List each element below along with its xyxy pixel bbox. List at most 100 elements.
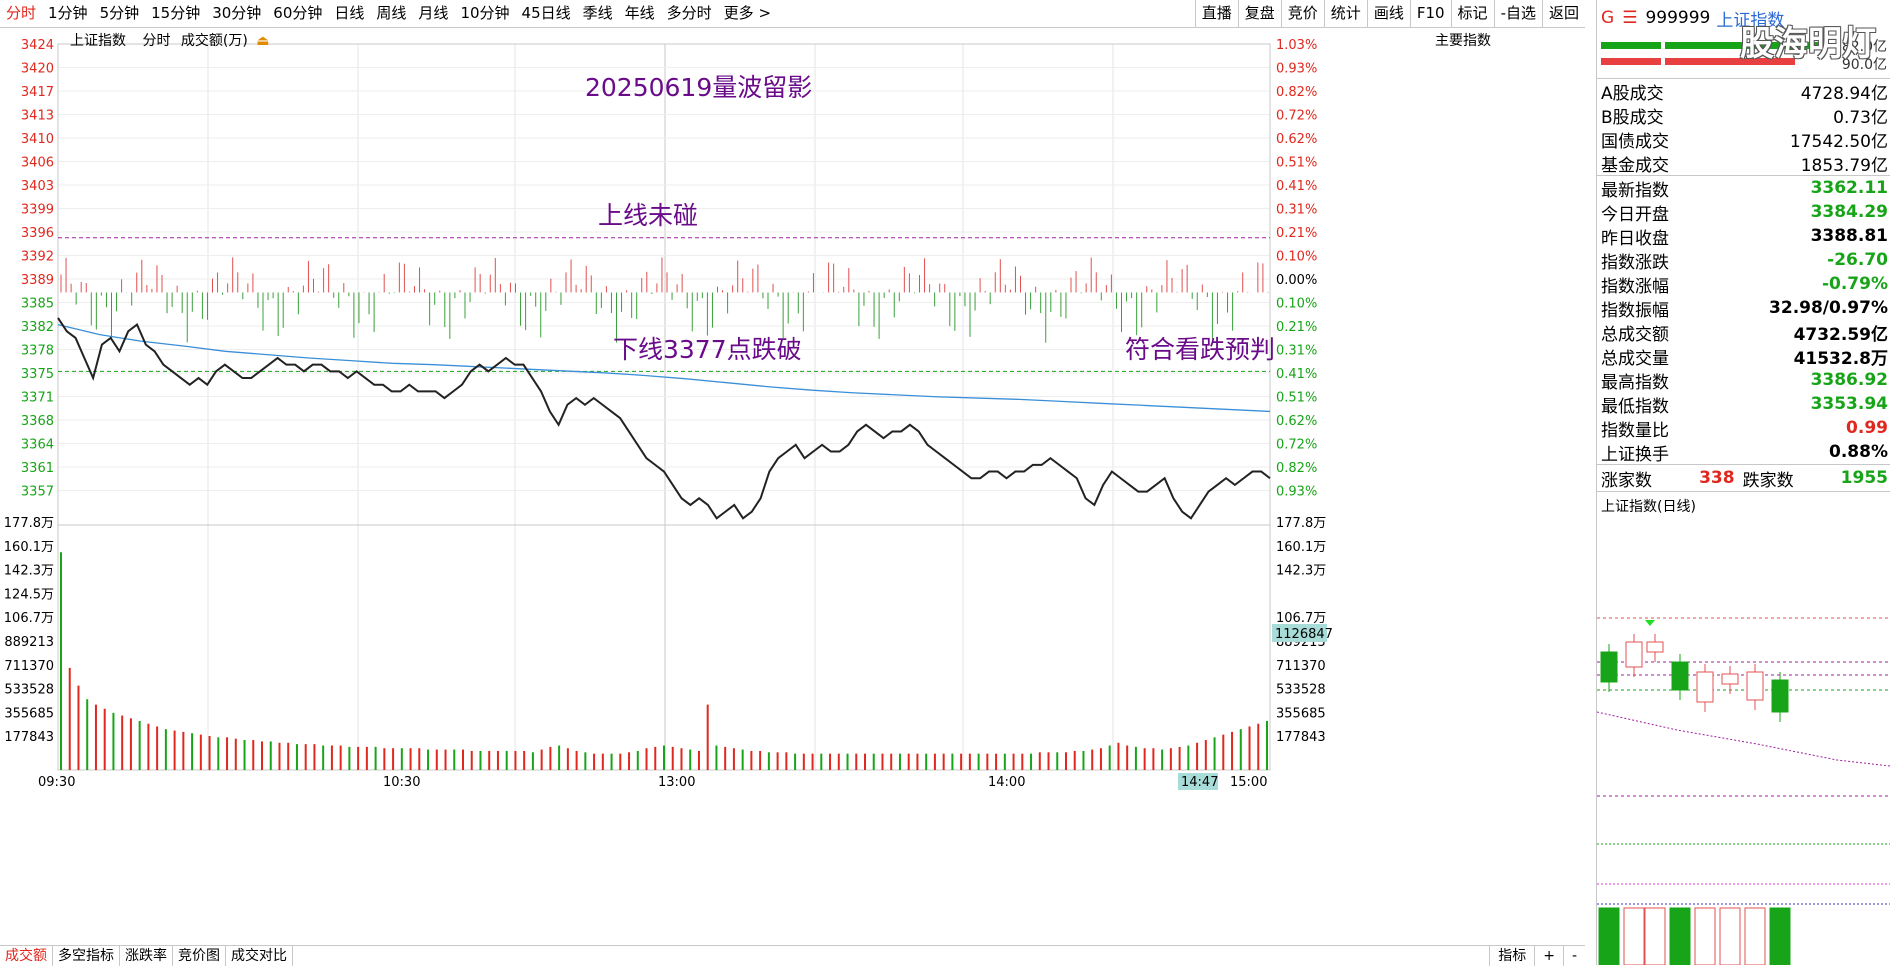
daily-kline-mini-chart[interactable] xyxy=(1597,612,1890,965)
metric-label: 成交额(万) xyxy=(180,33,248,49)
period-tab-12[interactable]: 年线 xyxy=(624,4,655,22)
main-index-button[interactable]: 主要指数 xyxy=(1435,33,1491,49)
turnover-row: 基金成交 1853.79亿 xyxy=(1597,151,1890,176)
period-tab-10[interactable]: 45日线 xyxy=(521,4,571,22)
price-tick-label: 3375 xyxy=(21,367,54,382)
row-value: 4732.59亿 xyxy=(1793,324,1888,345)
row-value: 3386.92 xyxy=(1810,370,1888,390)
stats-row: 总成交量 41532.8万 xyxy=(1597,344,1890,369)
bottom-button-1[interactable]: + xyxy=(1534,946,1563,966)
row-value: 32.98/0.97% xyxy=(1769,298,1888,318)
period-tab-4[interactable]: 30分钟 xyxy=(212,4,262,22)
mini-candle-body xyxy=(1721,673,1739,685)
pct-tick-label: 0.41% xyxy=(1276,367,1317,382)
bar2-value: 90.0亿 xyxy=(1841,57,1887,73)
toolbar-button-8[interactable]: 返回 xyxy=(1541,0,1585,27)
period-tab-5[interactable]: 60分钟 xyxy=(273,4,323,22)
indicator-tab-1[interactable]: 多空指标 xyxy=(53,946,120,966)
mini-candle-body xyxy=(1671,661,1689,691)
period-tab-7[interactable]: 周线 xyxy=(376,4,407,22)
period-tab-0[interactable]: 分时 xyxy=(6,4,37,22)
row-label: 指数量比 xyxy=(1601,420,1669,441)
mini-volume-bar xyxy=(1669,907,1691,965)
price-tick-label: 3403 xyxy=(21,179,54,194)
quote-side-panel: G ☰ 999999 上证指数 82.0亿 90.0亿 A股成交 4728.94亿… xyxy=(1596,0,1890,965)
pct-tick-label: 0.10% xyxy=(1276,297,1317,312)
volume-tick-label: 889213 xyxy=(4,635,54,650)
divider xyxy=(1597,78,1890,79)
pct-tick-label: 0.51% xyxy=(1276,391,1317,406)
period-tab-11[interactable]: 季线 xyxy=(582,4,613,22)
stats-row: 最新指数 3362.11 xyxy=(1597,176,1890,201)
indicator-tab-3[interactable]: 竞价图 xyxy=(173,946,226,966)
period-tab-13[interactable]: 多分时 xyxy=(666,4,712,22)
g-icon[interactable]: G xyxy=(1601,8,1615,28)
period-tab-9[interactable]: 10分钟 xyxy=(460,4,510,22)
bottom-button-0[interactable]: 指标 xyxy=(1489,946,1534,966)
period-tab-6[interactable]: 日线 xyxy=(334,4,365,22)
stats-row: 今日开盘 3384.29 xyxy=(1597,200,1890,225)
intraday-chart[interactable]: 3424 3420 3417 3413 3410 3406 3403 3399 3396 3392… xyxy=(0,28,1585,945)
period-tab-1[interactable]: 1分钟 xyxy=(48,4,88,22)
mini-chart-title: 上证指数(日线) xyxy=(1601,499,1696,515)
warning-icon[interactable]: ⏏ xyxy=(256,33,270,49)
row-value: 1853.79亿 xyxy=(1800,155,1888,176)
toolbar-button-0[interactable]: 直播 xyxy=(1194,0,1238,27)
toolbar-button-2[interactable]: 竞价 xyxy=(1280,0,1324,27)
period-tab-3[interactable]: 15分钟 xyxy=(151,4,201,22)
indicator-tabs-bar: 成交额 多空指标 涨跌率 竞价图 成交对比 指标 + - xyxy=(0,945,1585,966)
indicator-tab-2[interactable]: 涨跌率 xyxy=(120,946,173,966)
volume-tick-label-right: 177.8万 xyxy=(1276,516,1326,531)
volume-tick-label: 177.8万 xyxy=(4,516,54,531)
row-label: 指数涨跌 xyxy=(1601,252,1669,273)
period-tab-8[interactable]: 月线 xyxy=(418,4,449,22)
toolbar-button-7[interactable]: -自选 xyxy=(1493,0,1542,27)
row-label: A股成交 xyxy=(1601,83,1664,104)
row-label: 最新指数 xyxy=(1601,180,1669,201)
row-label: 指数振幅 xyxy=(1601,300,1669,321)
row-label: 昨日收盘 xyxy=(1601,228,1669,249)
price-tick-label: 3396 xyxy=(21,226,54,241)
down-count-label: 跌家数 xyxy=(1742,470,1794,491)
period-tabs: 分时 1分钟 5分钟 15分钟 30分钟 60分钟 日线 周线 月线 10分钟 45日线 季线 年线 多分… xyxy=(0,0,777,27)
mini-volume-bar xyxy=(1744,907,1766,965)
watermark-logo: 股海明灯 xyxy=(1740,24,1876,64)
pct-tick-label: 0.10% xyxy=(1276,250,1317,265)
toolbar-button-6[interactable]: 标记 xyxy=(1450,0,1494,27)
stats-row: 总成交额 4732.59亿 xyxy=(1597,320,1890,345)
toolbar-button-1[interactable]: 复盘 xyxy=(1237,0,1281,27)
divider xyxy=(1597,175,1890,176)
pct-tick-label: 0.21% xyxy=(1276,320,1317,335)
chart-mode: 分时 xyxy=(142,33,171,49)
bottom-button-2[interactable]: - xyxy=(1562,946,1585,966)
row-value: 41532.8万 xyxy=(1793,348,1888,369)
period-tab-14[interactable]: 更多 > xyxy=(723,4,772,22)
toolbar-button-5[interactable]: F10 xyxy=(1409,0,1451,27)
price-tick-label: 3371 xyxy=(21,391,54,406)
indicator-tab-4[interactable]: 成交对比 xyxy=(226,946,293,966)
index-price-line xyxy=(57,317,1271,520)
row-label: 基金成交 xyxy=(1601,155,1669,176)
row-label: B股成交 xyxy=(1601,107,1664,128)
time-tick-label: 14:00 xyxy=(988,775,1025,790)
stats-row: 指数量比 0.99 xyxy=(1597,416,1890,441)
indicator-tab-0[interactable]: 成交额 xyxy=(0,946,53,966)
row-value: 3353.94 xyxy=(1810,394,1888,414)
period-toolbar: 分时 1分钟 5分钟 15分钟 30分钟 60分钟 日线 周线 月线 10分钟 45日线 季线 年线 多分… xyxy=(0,0,1585,28)
price-tick-label: 3357 xyxy=(21,485,54,500)
annotation-title: 20250619量波留影 xyxy=(585,73,813,102)
price-tick-label: 3361 xyxy=(21,461,54,476)
row-label: 最低指数 xyxy=(1601,396,1669,417)
price-tick-label: 3385 xyxy=(21,297,54,312)
toolbar-button-3[interactable]: 统计 xyxy=(1323,0,1367,27)
bottom-right-buttons: 指标 + - xyxy=(1489,946,1585,966)
pct-tick-label: 0.62% xyxy=(1276,132,1317,147)
turnover-table: A股成交 4728.94亿 B股成交 0.73亿 国债成交 17542.50亿 基金成交 18… xyxy=(1597,79,1890,176)
period-tab-2[interactable]: 5分钟 xyxy=(99,4,140,22)
row-value: 0.88% xyxy=(1829,442,1888,462)
row-value: 4728.94亿 xyxy=(1800,83,1888,104)
menu-icon[interactable]: ☰ xyxy=(1622,8,1638,28)
divider xyxy=(1597,464,1890,465)
pct-tick-label: 0.93% xyxy=(1276,485,1317,500)
toolbar-button-4[interactable]: 画线 xyxy=(1366,0,1410,27)
